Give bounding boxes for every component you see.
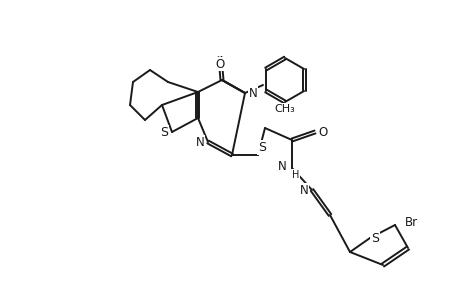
Text: N: N xyxy=(277,160,286,172)
Text: S: S xyxy=(370,232,378,244)
Text: CH₃: CH₃ xyxy=(274,104,295,114)
Text: Br: Br xyxy=(403,217,417,230)
Text: S: S xyxy=(160,125,168,139)
Text: N: N xyxy=(299,184,308,196)
Text: O: O xyxy=(318,125,327,139)
Text: N: N xyxy=(195,136,204,148)
Text: S: S xyxy=(257,140,265,154)
Text: N: N xyxy=(248,86,257,100)
Text: O: O xyxy=(215,58,224,70)
Text: H: H xyxy=(291,170,299,180)
